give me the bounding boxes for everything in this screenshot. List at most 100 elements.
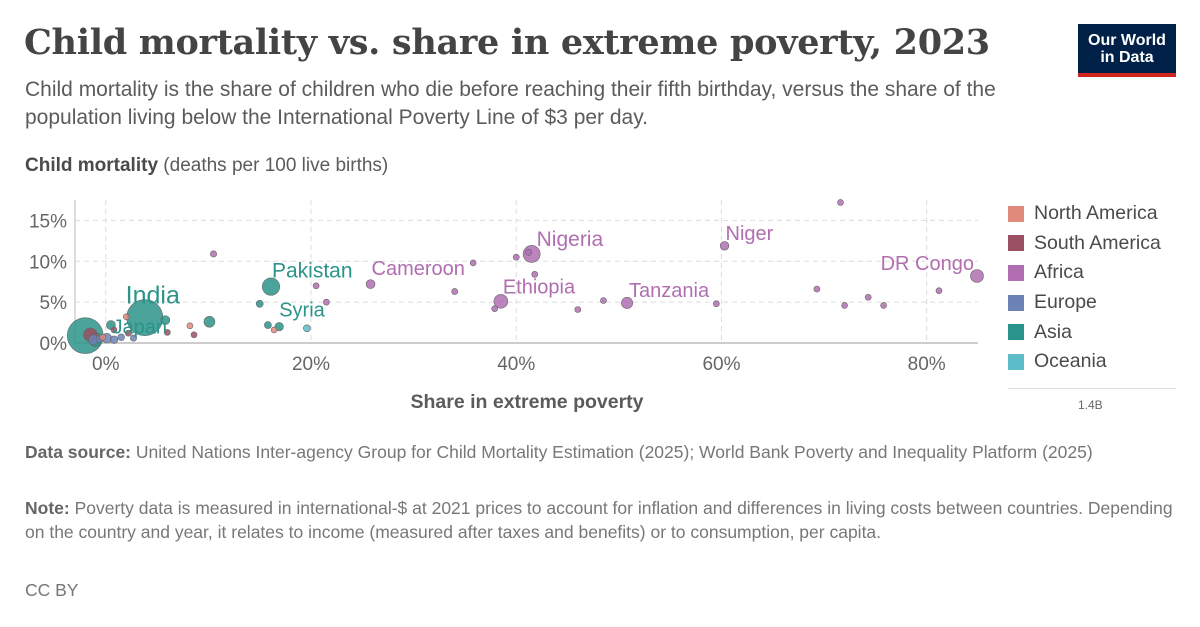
data-point-asia[interactable] — [264, 321, 272, 329]
data-point-north-america[interactable] — [99, 333, 107, 341]
logo-line-2: in Data — [1100, 48, 1154, 66]
color-legend: North America South America Africa Europe As… — [1008, 199, 1161, 377]
data-point-africa[interactable] — [813, 285, 821, 293]
axes: 0% 5% 10% 15% 0% 20% 40% 60% 80% — [29, 200, 978, 375]
methodology-note: Note: Poverty data is measured in intern… — [25, 496, 1175, 544]
data-point-north-america[interactable] — [186, 322, 194, 330]
data-point-europe[interactable] — [130, 334, 137, 342]
data-point-africa[interactable] — [880, 302, 887, 309]
point-labels: India Pakistan Nigeria Ethiopia Japan DR Cong… — [113, 223, 974, 339]
legend-item-asia[interactable]: Asia — [1008, 317, 1161, 347]
license-label[interactable]: CC BY — [25, 580, 79, 600]
x-tick-label: 40% — [497, 354, 535, 375]
legend-item-europe[interactable]: Europe — [1008, 288, 1161, 318]
y-tick-label: 10% — [29, 252, 67, 273]
point-label-japan: Japan — [113, 317, 168, 339]
data-point-africa[interactable] — [712, 300, 720, 308]
data-point-africa[interactable] — [365, 279, 376, 289]
data-point-africa[interactable] — [312, 282, 320, 290]
data-point-asia[interactable] — [255, 299, 264, 308]
chart-title: Child mortality vs. share in extreme pov… — [24, 22, 990, 63]
grid-lines — [75, 200, 978, 343]
legend-swatch — [1008, 235, 1024, 252]
point-label-dr-congo: DR Congo — [881, 253, 974, 275]
source-label: Data source: — [25, 442, 132, 462]
data-point-south-america[interactable] — [190, 331, 198, 339]
data-point-africa[interactable] — [451, 288, 459, 295]
data-point-south-america[interactable] — [164, 329, 171, 336]
data-points — [66, 199, 984, 354]
y-axis-title-bold: Child mortality — [25, 155, 159, 176]
y-tick-label: 0% — [40, 334, 68, 355]
point-label-cameroon: Cameroon — [372, 258, 465, 280]
y-axis-title: Child mortality (deaths per 100 live bir… — [25, 155, 388, 177]
legend-swatch — [1008, 324, 1024, 341]
note-text: Poverty data is measured in internationa… — [25, 498, 1173, 542]
chart-subtitle: Child mortality is the share of children… — [25, 78, 996, 129]
data-point-africa[interactable] — [600, 297, 607, 304]
data-point-africa[interactable] — [531, 271, 539, 278]
data-point-africa[interactable] — [525, 248, 533, 256]
legend-swatch — [1008, 205, 1024, 222]
data-point-south-america[interactable] — [125, 329, 132, 337]
legend-item-oceania[interactable]: Oceania — [1008, 347, 1161, 377]
data-point-africa[interactable] — [493, 294, 509, 309]
x-tick-label: 0% — [92, 354, 120, 375]
legend-swatch — [1008, 264, 1024, 281]
legend-label: Europe — [1034, 291, 1097, 314]
legend-item-north-america[interactable]: North America — [1008, 199, 1161, 229]
legend-swatch — [1008, 294, 1024, 311]
data-point-north-america[interactable] — [270, 326, 278, 334]
data-point-africa[interactable] — [621, 297, 633, 309]
data-point-africa[interactable] — [970, 269, 984, 283]
data-point-africa[interactable] — [841, 302, 848, 309]
data-point-africa[interactable] — [512, 253, 520, 261]
point-label-syria: Syria — [279, 300, 325, 322]
x-tick-label: 20% — [292, 354, 330, 375]
data-point-africa[interactable] — [837, 199, 844, 206]
data-point-africa[interactable] — [574, 306, 582, 313]
data-point-africa[interactable] — [719, 241, 730, 251]
data-point-africa[interactable] — [864, 293, 872, 301]
data-point-asia[interactable] — [261, 277, 280, 296]
legend-item-south-america[interactable]: South America — [1008, 229, 1161, 259]
y-tick-label: 5% — [40, 293, 68, 314]
data-point-europe[interactable] — [109, 335, 119, 344]
data-point-africa[interactable] — [469, 259, 477, 267]
size-legend-label: 1.4B — [1078, 398, 1103, 412]
owid-logo[interactable]: Our World in Data — [1078, 24, 1176, 77]
data-point-africa[interactable] — [935, 287, 943, 295]
legend-label: Oceania — [1034, 350, 1107, 373]
scatter-chart: 0% 5% 10% 15% 0% 20% 40% 60% 80% India Pakistan Ni… — [29, 199, 984, 413]
x-tick-label: 60% — [702, 354, 740, 375]
legend-swatch — [1008, 353, 1024, 370]
legend-item-africa[interactable]: Africa — [1008, 258, 1161, 288]
source-text: United Nations Inter-agency Group for Ch… — [135, 442, 1093, 462]
logo-line-1: Our World — [1088, 31, 1166, 49]
legend-label: North America — [1034, 202, 1158, 225]
legend-label: Asia — [1034, 320, 1072, 343]
data-point-north-america[interactable] — [123, 313, 130, 321]
x-axis-title: Share in extreme poverty — [410, 391, 643, 413]
data-point-oceania[interactable] — [303, 324, 311, 333]
point-label-niger: Niger — [726, 223, 774, 245]
data-source-note: Data source: United Nations Inter-agency… — [25, 440, 1175, 464]
data-point-asia[interactable] — [203, 316, 216, 328]
point-label-pakistan: Pakistan — [272, 260, 353, 283]
data-point-asia[interactable] — [160, 315, 171, 325]
point-label-tanzania: Tanzania — [629, 280, 710, 302]
data-point-africa[interactable] — [491, 305, 498, 312]
note-label: Note: — [25, 498, 70, 518]
data-point-south-america[interactable] — [110, 326, 118, 334]
point-label-ethiopia: Ethiopia — [503, 276, 576, 298]
legend-label: South America — [1034, 231, 1161, 254]
data-point-europe[interactable] — [117, 333, 125, 341]
x-tick-label: 80% — [908, 354, 946, 375]
data-point-africa[interactable] — [210, 250, 217, 258]
point-label-india: India — [126, 282, 180, 310]
legend-label: Africa — [1034, 261, 1084, 284]
point-label-nigeria: Nigeria — [537, 228, 604, 251]
y-axis-title-unit: (deaths per 100 live births) — [163, 155, 389, 176]
data-point-africa[interactable] — [323, 298, 330, 306]
legend-divider — [1008, 388, 1176, 389]
